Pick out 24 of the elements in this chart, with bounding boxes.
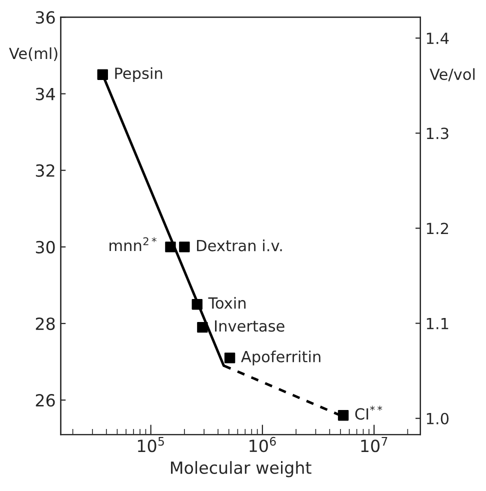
annotation: Pepsin — [115, 67, 162, 82]
y2-tick-label: 1.1 — [426, 318, 448, 330]
x-tick-label: 10$^{7}$ — [361, 437, 388, 452]
y-tick-label: 28 — [36, 317, 55, 330]
annotation: Apoferritin — [241, 350, 320, 366]
annotation: CI$^{**}$ — [355, 406, 382, 420]
x-tick-label: 10$^{6}$ — [250, 436, 276, 452]
y-tick-label: 34 — [36, 88, 55, 100]
y-tick-label: 30 — [36, 240, 55, 254]
y-axis-title: Ve(ml) — [9, 47, 58, 61]
y-tick-label: 26 — [36, 394, 55, 407]
y2-axis-title: Ve/vol — [430, 68, 475, 82]
y-tick-label: 32 — [36, 164, 54, 177]
annotation: Invertase — [215, 320, 284, 332]
y2-tick-label: 1.4 — [426, 32, 449, 44]
x-tick-label: 10$^{5}$ — [138, 437, 164, 452]
annotation: mnn$^{2*}$ — [110, 237, 156, 252]
annotation: Toxin — [208, 296, 246, 309]
x-axis-title: Molecular weight — [171, 461, 312, 478]
y2-tick-label: 1.3 — [426, 128, 448, 140]
y-tick-label: 36 — [36, 11, 55, 24]
y2-tick-label: 1.0 — [426, 412, 449, 424]
annotation: Dextran i.v. — [197, 240, 282, 252]
y2-tick-label: 1.2 — [426, 222, 448, 234]
